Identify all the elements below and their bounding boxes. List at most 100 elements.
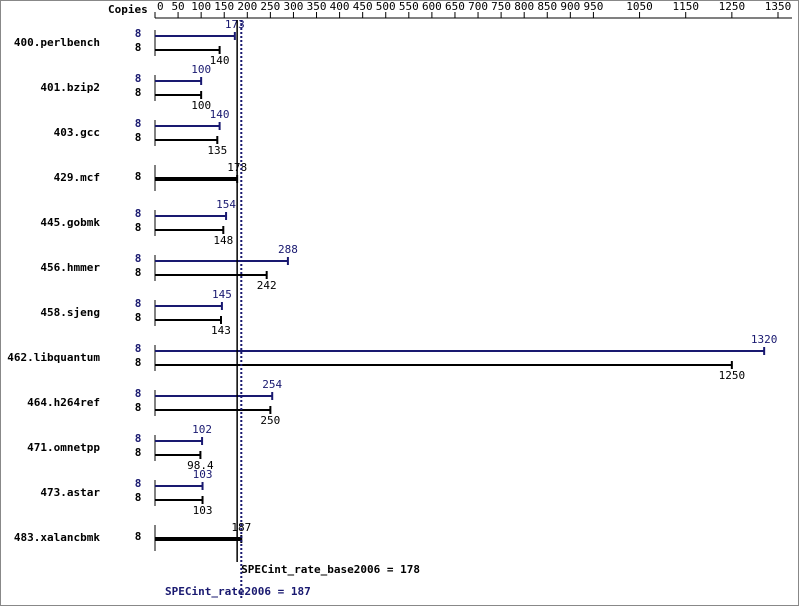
- x-tick-label: 450: [353, 0, 373, 13]
- x-tick-label: 600: [422, 0, 442, 13]
- copies-label: 8: [135, 221, 142, 234]
- bar: [155, 229, 224, 231]
- value-label: 187: [231, 521, 251, 534]
- benchmark-label: 473.astar: [40, 486, 100, 499]
- value-label: 100: [191, 63, 211, 76]
- value-label: 148: [213, 234, 233, 247]
- copies-label: 8: [135, 170, 142, 183]
- copies-label: 8: [135, 477, 142, 490]
- x-tick-label: 150: [214, 0, 234, 13]
- base-reference-label: SPECint_rate_base2006 = 178: [241, 563, 420, 576]
- copies-label: 8: [135, 530, 142, 543]
- x-tick-label: 300: [284, 0, 304, 13]
- bar: [155, 537, 242, 541]
- bar: [155, 94, 202, 96]
- value-label: 100: [191, 99, 211, 112]
- value-label: 102: [192, 423, 212, 436]
- x-tick-label: 0: [157, 0, 164, 13]
- copies-label: 8: [135, 491, 142, 504]
- x-tick-label: 850: [537, 0, 557, 13]
- x-tick-label: 50: [171, 0, 184, 13]
- value-label: 135: [207, 144, 227, 157]
- copies-label: 8: [135, 117, 142, 130]
- benchmark-label: 483.xalancbmk: [14, 531, 100, 544]
- x-tick-label: 750: [491, 0, 511, 13]
- value-label: 103: [193, 504, 213, 517]
- value-label: 242: [257, 279, 277, 292]
- bar: [155, 80, 202, 82]
- bar: [155, 409, 271, 411]
- copies-label: 8: [135, 72, 142, 85]
- x-tick-label: 650: [445, 0, 465, 13]
- value-label: 173: [225, 18, 245, 31]
- bar: [155, 49, 220, 51]
- bar: [155, 177, 238, 181]
- value-label: 1250: [719, 369, 746, 382]
- copies-label: 8: [135, 446, 142, 459]
- value-label: 145: [212, 288, 232, 301]
- copies-label: 8: [135, 86, 142, 99]
- copies-label: 8: [135, 401, 142, 414]
- x-tick-label: 250: [260, 0, 280, 13]
- value-label: 140: [210, 108, 230, 121]
- value-label: 140: [210, 54, 230, 67]
- benchmark-label: 401.bzip2: [40, 81, 100, 94]
- value-label: 98.4: [187, 459, 214, 472]
- benchmark-label: 464.h264ref: [27, 396, 100, 409]
- copies-label: 8: [135, 27, 142, 40]
- copies-label: 8: [135, 131, 142, 144]
- value-label: 288: [278, 243, 298, 256]
- bar: [155, 499, 203, 501]
- bar: [155, 305, 222, 307]
- copies-label: 8: [135, 252, 142, 265]
- bar: [155, 454, 201, 456]
- bar: [155, 260, 288, 262]
- x-tick-label: 100: [191, 0, 211, 13]
- copies-label: 8: [135, 207, 142, 220]
- benchmark-label: 429.mcf: [54, 171, 100, 184]
- copies-label: 8: [135, 356, 142, 369]
- bar: [155, 350, 765, 352]
- copies-label: 8: [135, 266, 142, 279]
- bar: [155, 35, 235, 37]
- x-tick-label: 800: [514, 0, 534, 13]
- x-tick-label: 900: [560, 0, 580, 13]
- copies-label: 8: [135, 342, 142, 355]
- value-label: 143: [211, 324, 231, 337]
- bar: [155, 364, 732, 366]
- x-tick-label: 1350: [765, 0, 792, 13]
- x-tick-label: 200: [237, 0, 257, 13]
- bar: [155, 440, 203, 442]
- bar: [155, 319, 221, 321]
- copies-label: 8: [135, 311, 142, 324]
- copies-label: 8: [135, 41, 142, 54]
- value-label: 1320: [751, 333, 778, 346]
- bar: [155, 395, 273, 397]
- copies-label: 8: [135, 297, 142, 310]
- benchmark-label: 456.hmmer: [40, 261, 100, 274]
- x-tick-label: 700: [468, 0, 488, 13]
- value-label: 250: [260, 414, 280, 427]
- value-label: 103: [193, 468, 213, 481]
- benchmark-label: 462.libquantum: [7, 351, 100, 364]
- copies-label: 8: [135, 387, 142, 400]
- bar: [155, 274, 267, 276]
- peak-reference-label: SPECint_rate2006 = 187: [165, 585, 311, 598]
- x-tick-label: 400: [330, 0, 350, 13]
- x-tick-label: 550: [399, 0, 419, 13]
- bar: [155, 139, 218, 141]
- x-tick-label: 350: [307, 0, 327, 13]
- benchmark-label: 471.omnetpp: [27, 441, 100, 454]
- benchmark-label: 458.sjeng: [40, 306, 100, 319]
- copies-header: Copies: [108, 3, 148, 16]
- bar: [155, 215, 227, 217]
- x-tick-label: 500: [376, 0, 396, 13]
- value-label: 154: [216, 198, 236, 211]
- x-tick-label: 950: [583, 0, 603, 13]
- bar: [155, 485, 203, 487]
- copies-label: 8: [135, 432, 142, 445]
- x-tick-label: 1250: [719, 0, 746, 13]
- benchmark-label: 445.gobmk: [40, 216, 100, 229]
